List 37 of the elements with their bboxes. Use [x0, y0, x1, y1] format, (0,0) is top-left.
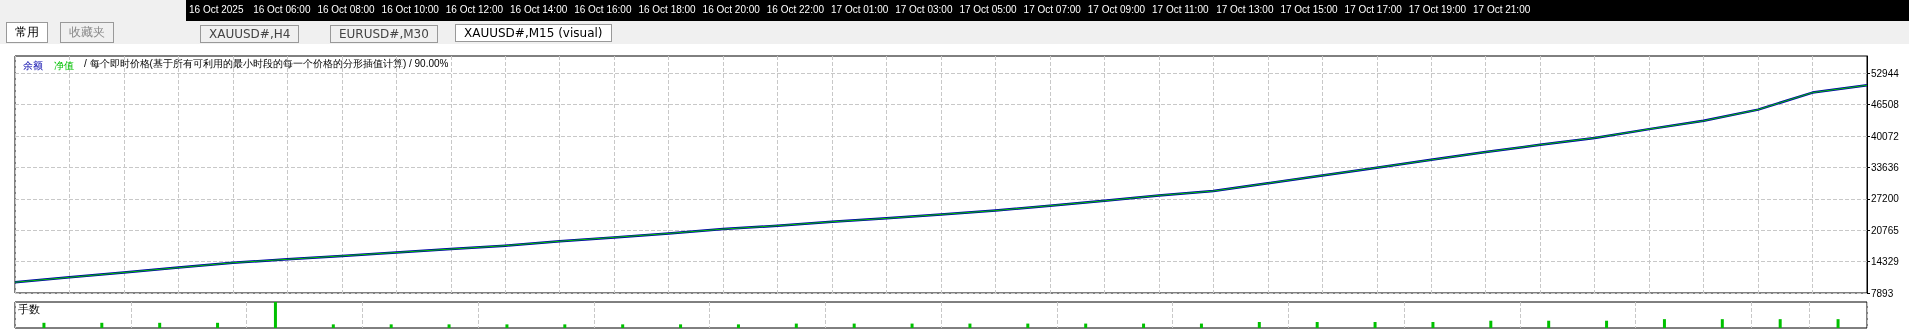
text: 16 Oct 14:00 [510, 4, 568, 15]
text: 17 Oct 17:00 [1344, 4, 1402, 15]
text: 16 Oct 18:00 [638, 4, 696, 15]
y-tick-label: 20765 [1871, 224, 1900, 236]
text: 余额 [23, 59, 43, 71]
text: 收藏夹 [60, 22, 114, 43]
text: 16 Oct 08:00 [317, 4, 375, 15]
text: 17 Oct 01:00 [831, 4, 889, 15]
y-tick-label: 7893 [1871, 287, 1894, 299]
text: 16 Oct 12:00 [445, 4, 504, 15]
text: 16 Oct 16:00 [574, 4, 632, 15]
y-tick-label: 33636 [1871, 161, 1900, 173]
text: 17 Oct 07:00 [1023, 4, 1081, 15]
text: 17 Oct 03:00 [895, 4, 953, 15]
text: 17 Oct 15:00 [1280, 4, 1338, 15]
text: 17 Oct 09:00 [1087, 4, 1146, 15]
text: 16 Oct 06:00 [253, 4, 311, 15]
text: XAUUSD#,M15 (visual) [455, 24, 612, 42]
text: 16 Oct 10:00 [381, 4, 439, 15]
text: XAUUSD#,H4 [200, 25, 300, 43]
text: 17 Oct 11:00 [1152, 4, 1209, 15]
text: 16 Oct 20:00 [702, 4, 760, 15]
y-tick-label: 40072 [1871, 130, 1900, 142]
text: 16 Oct 2025 [189, 4, 244, 15]
y-tick-label: 46508 [1871, 99, 1900, 111]
y-tick-label: 14329 [1871, 256, 1900, 268]
text: 17 Oct 05:00 [959, 4, 1017, 15]
text: 17 Oct 13:00 [1216, 4, 1274, 15]
text: 17 Oct 21:00 [1473, 4, 1531, 15]
text: EURUSD#,M30 [330, 25, 438, 43]
text: 净值 [54, 59, 74, 71]
text: 17 Oct 19:00 [1408, 4, 1467, 15]
y-tick-label: 52944 [1871, 67, 1900, 79]
text: 16 Oct 22:00 [766, 4, 825, 15]
text: 常用 [6, 22, 48, 43]
y-tick-label: 27200 [1871, 193, 1900, 205]
chart-title: 手数 [18, 302, 40, 315]
